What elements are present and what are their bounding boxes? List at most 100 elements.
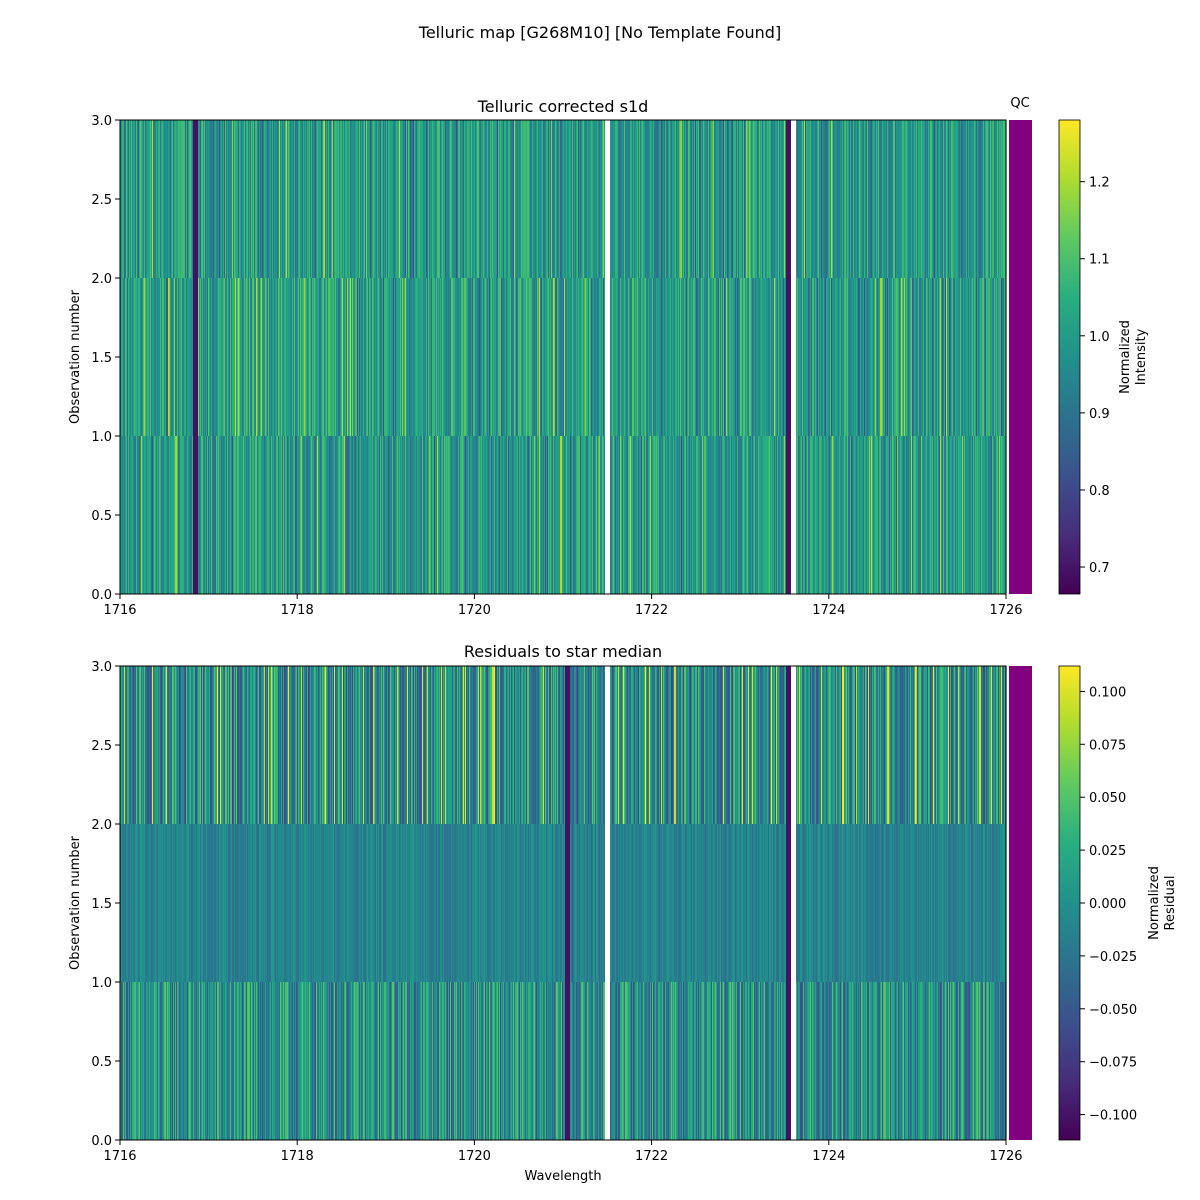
heatmap-cell	[597, 666, 599, 824]
heatmap-cell	[318, 436, 320, 594]
heatmap-cell	[545, 982, 547, 1140]
heatmap-cell	[405, 982, 407, 1140]
heatmap-cell	[664, 436, 666, 594]
heatmap-cell	[805, 824, 807, 982]
heatmap-cell	[263, 982, 265, 1140]
heatmap-cell	[770, 120, 772, 278]
heatmap-cell	[749, 824, 751, 982]
heatmap-cell	[964, 982, 966, 1140]
heatmap-cell	[938, 982, 940, 1140]
heatmap-cell	[846, 120, 848, 278]
heatmap-cell	[610, 824, 612, 982]
heatmap-cell	[497, 982, 499, 1140]
heatmap-cell	[389, 120, 391, 278]
heatmap-cell	[862, 824, 864, 982]
heatmap-cell	[439, 666, 441, 824]
heatmap-cell	[655, 982, 657, 1140]
heatmap-cell	[596, 982, 598, 1140]
heatmap-cell	[499, 666, 501, 824]
heatmap-cell	[857, 982, 859, 1140]
heatmap-cell	[502, 824, 504, 982]
heatmap-cell	[165, 824, 167, 982]
heatmap-cell	[794, 824, 796, 982]
heatmap-cell	[633, 278, 635, 436]
heatmap-cell	[492, 120, 494, 278]
heatmap-cell	[357, 666, 359, 824]
heatmap-cell	[344, 982, 346, 1140]
heatmap-cell	[277, 436, 279, 594]
heatmap-cell	[522, 666, 524, 824]
heatmap-cell	[448, 120, 450, 278]
heatmap-cell	[618, 982, 620, 1140]
heatmap-cell	[544, 666, 546, 824]
heatmap-cell	[142, 824, 144, 982]
heatmap-cell	[490, 982, 492, 1140]
heatmap-cell	[548, 824, 550, 982]
heatmap-cell	[245, 278, 247, 436]
heatmap-cell	[757, 120, 759, 278]
heatmap-cell	[572, 824, 574, 982]
heatmap-cell	[266, 436, 268, 594]
heatmap-cell	[648, 982, 650, 1140]
heatmap-cell	[666, 278, 668, 436]
heatmap-cell	[534, 120, 536, 278]
heatmap-cell	[748, 436, 750, 594]
heatmap-cell	[764, 278, 766, 436]
heatmap-cell	[852, 824, 854, 982]
heatmap-cell	[370, 436, 372, 594]
heatmap-cell	[987, 278, 989, 436]
heatmap-cell	[733, 436, 735, 594]
heatmap-cell	[803, 120, 805, 278]
heatmap-cell	[191, 824, 193, 982]
heatmap-cell	[976, 436, 978, 594]
heatmap-cell	[491, 982, 493, 1140]
heatmap-cell	[620, 824, 622, 982]
heatmap-cell	[163, 666, 165, 824]
heatmap-cell	[529, 436, 531, 594]
heatmap-cell	[559, 278, 561, 436]
heatmap-cell	[574, 982, 576, 1140]
heatmap-cell	[423, 824, 425, 982]
heatmap-cell	[744, 278, 746, 436]
heatmap-cell	[601, 982, 603, 1140]
heatmap-cell	[473, 278, 475, 436]
heatmap-cell	[912, 120, 914, 278]
heatmap-cell	[144, 982, 146, 1140]
heatmap-cell	[279, 278, 281, 436]
heatmap-cell	[690, 120, 692, 278]
heatmap-cell	[636, 278, 638, 436]
heatmap-cell	[135, 982, 137, 1140]
heatmap-cell	[200, 278, 202, 436]
heatmap-cell	[184, 278, 186, 436]
heatmap-cell	[267, 666, 269, 824]
heatmap-cell	[729, 278, 731, 436]
heatmap-cell	[193, 666, 195, 824]
heatmap-cell	[548, 982, 550, 1140]
heatmap-cell	[847, 120, 849, 278]
heatmap-cell	[757, 824, 759, 982]
heatmap-cell	[777, 436, 779, 594]
heatmap-cell	[901, 982, 903, 1140]
heatmap-cell	[904, 982, 906, 1140]
heatmap-cell	[359, 278, 361, 436]
heatmap-cell	[906, 436, 908, 594]
heatmap-cell	[315, 982, 317, 1140]
heatmap-cell	[345, 436, 347, 594]
heatmap-cell	[267, 278, 269, 436]
heatmap-cell	[625, 120, 627, 278]
heatmap-cell	[512, 120, 514, 278]
heatmap-cell	[662, 436, 664, 594]
heatmap-cell	[771, 982, 773, 1140]
heatmap-cell	[151, 666, 153, 824]
heatmap-cell	[262, 436, 264, 594]
heatmap-cell	[769, 436, 771, 594]
heatmap-cell	[989, 436, 991, 594]
heatmap-cell	[240, 278, 242, 436]
heatmap-cell	[867, 982, 869, 1140]
heatmap-cell	[815, 982, 817, 1140]
heatmap-cell	[1001, 278, 1003, 436]
heatmap-cell	[340, 436, 342, 594]
heatmap-cell	[850, 436, 852, 594]
heatmap-cell	[935, 120, 937, 278]
heatmap-cell	[351, 120, 353, 278]
